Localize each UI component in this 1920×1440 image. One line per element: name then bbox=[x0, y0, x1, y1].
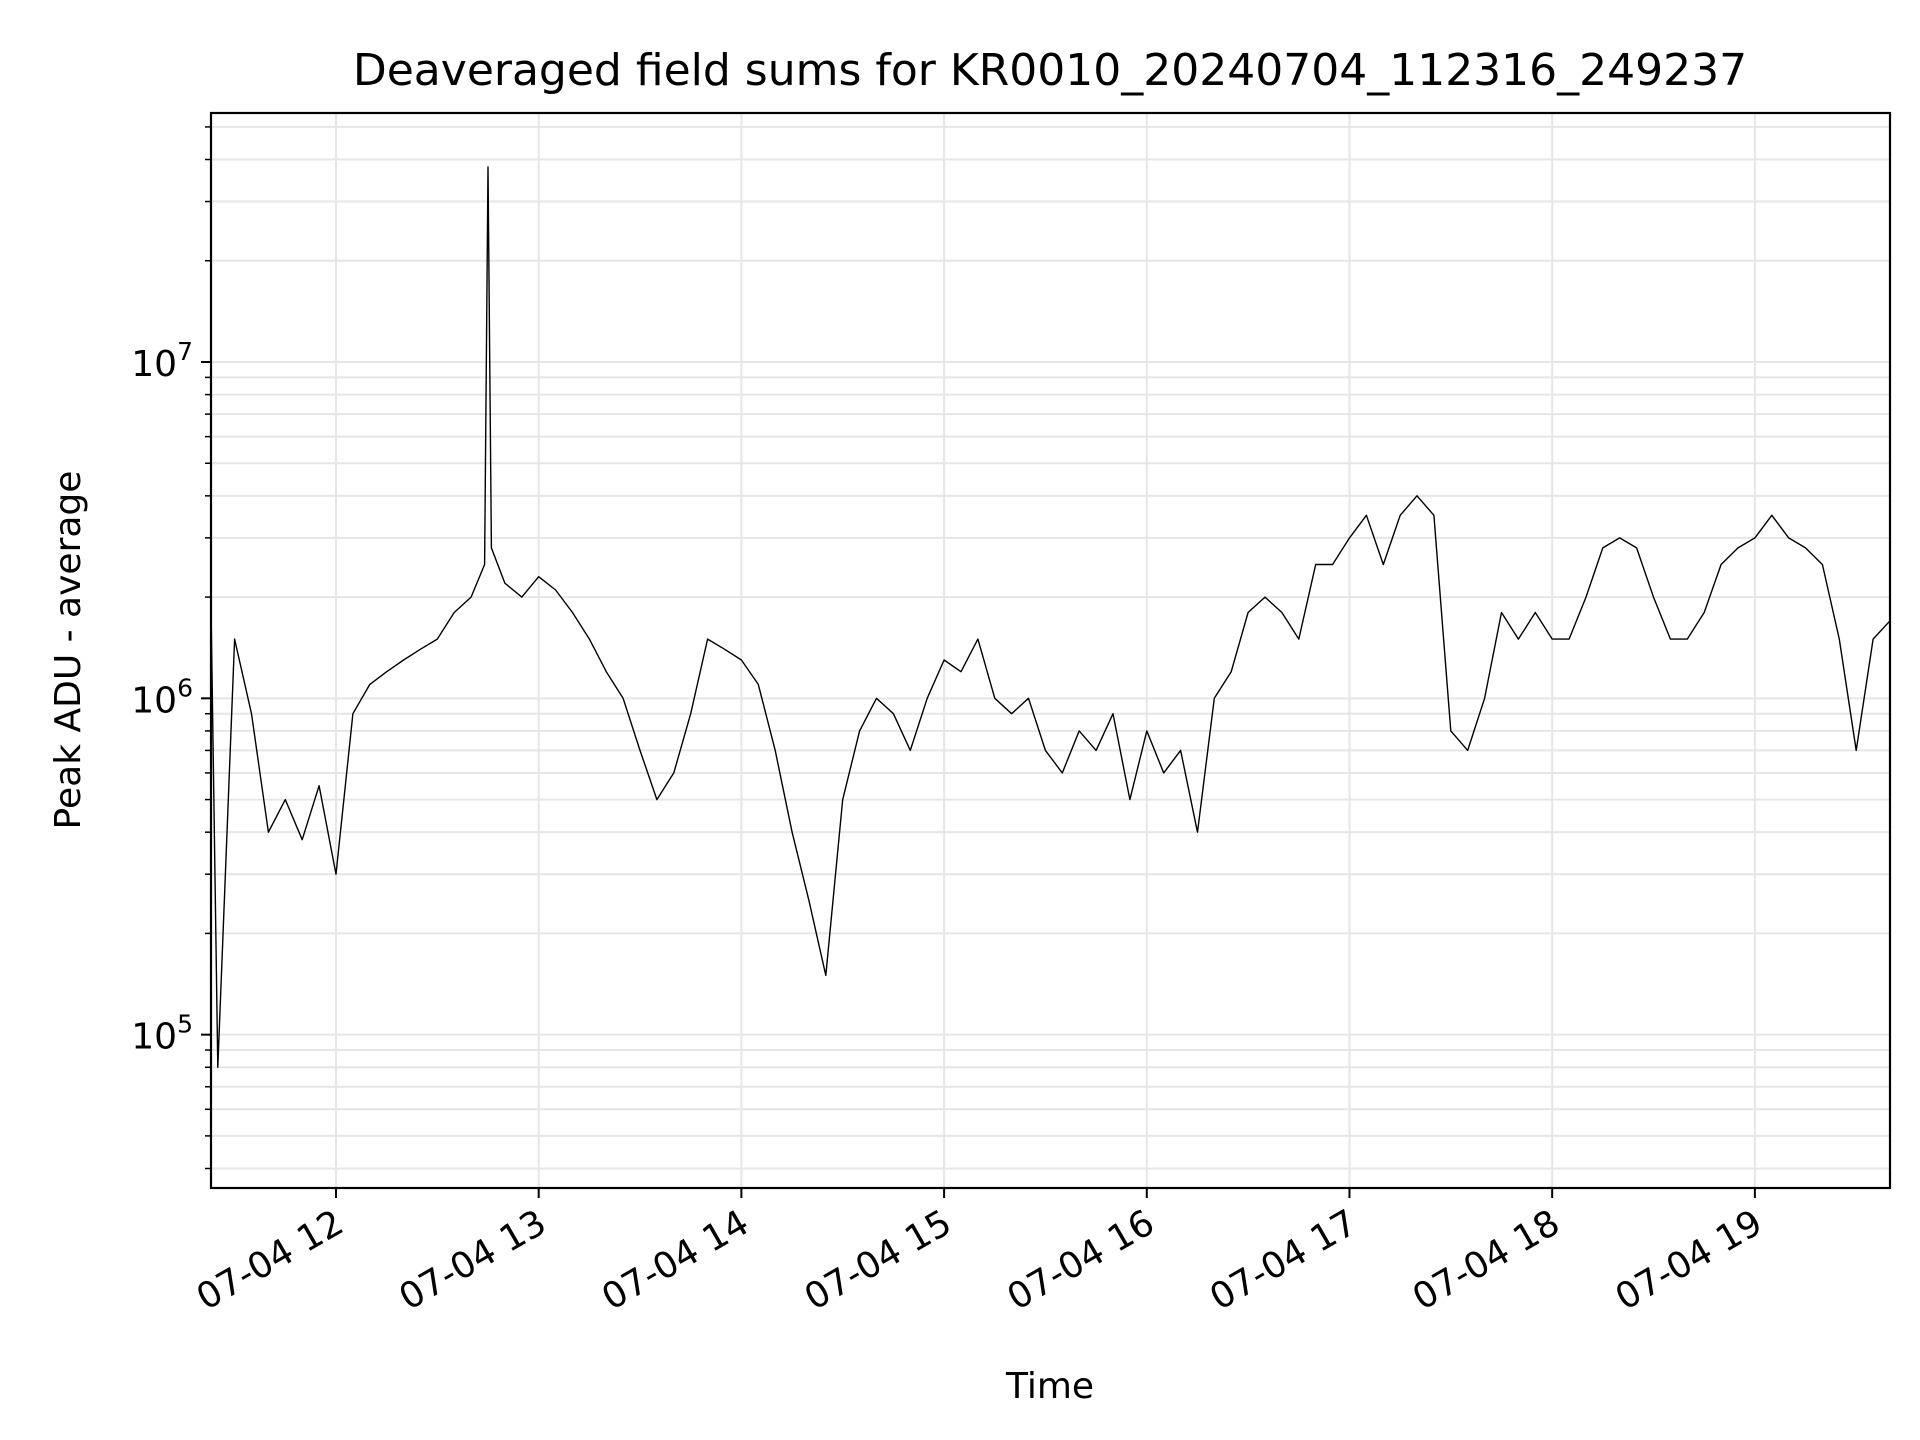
chart-title: Deaveraged field sums for KR0010_2024070… bbox=[353, 45, 1747, 96]
series-line bbox=[210, 166, 1891, 1069]
y-axis-label: Peak ADU - average bbox=[48, 471, 89, 830]
grid bbox=[211, 113, 1890, 1188]
y-tick-label: 105 bbox=[131, 1010, 193, 1058]
plot-frame bbox=[209, 111, 1892, 1190]
x-axis-label: Time bbox=[1005, 1366, 1094, 1407]
y-tick-label: 107 bbox=[131, 337, 193, 385]
axis-ticks bbox=[201, 126, 1756, 1198]
y-tick-label: 106 bbox=[131, 673, 193, 721]
plot-lines bbox=[210, 166, 1891, 1069]
